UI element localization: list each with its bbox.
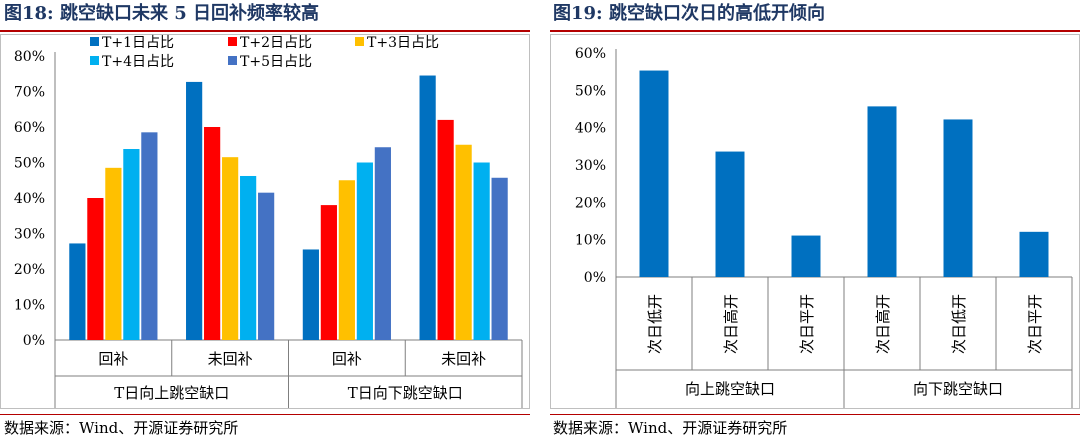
left-legend-swatch: [90, 56, 99, 65]
left-legend-item: T+4日占比: [90, 54, 174, 70]
right-bar: [1019, 231, 1049, 277]
left-bar: [105, 167, 122, 340]
left-bar: [258, 192, 275, 340]
left-legend-item: T+5日占比: [228, 54, 312, 70]
left-y-tick-label: 0%: [23, 333, 45, 349]
left-bar: [87, 198, 104, 340]
left-bar: [473, 162, 490, 340]
left-x-category-label: 回补: [98, 350, 128, 368]
right-y-tick-label: 0%: [584, 270, 606, 286]
left-source-rule: [0, 414, 530, 415]
left-bar: [123, 149, 140, 340]
right-y-tick-label: 30%: [575, 158, 606, 174]
left-legend-item: T+3日占比: [355, 35, 439, 51]
right-bar: [715, 151, 745, 277]
left-legend-label: T+1日占比: [102, 35, 174, 51]
left-x-category-label: 未回补: [441, 350, 486, 368]
left-y-tick-label: 60%: [14, 120, 45, 136]
left-y-tick-label: 80%: [14, 49, 45, 65]
left-legend-swatch: [90, 37, 99, 46]
left-legend-swatch: [355, 37, 364, 46]
left-legend-swatch: [228, 37, 237, 46]
right-x-group-label: 向上跳空缺口: [685, 380, 775, 398]
left-legend-swatch: [228, 56, 237, 65]
left-bar: [320, 205, 337, 340]
right-chart: 0% 10% 20% 30% 40% 50% 60% 次日低开 次日高开 次日平开 次日高开 次日低开…: [550, 34, 1080, 409]
left-legend: T+1日占比 T+2日占比 T+3日占比 T+4日占比 T+5日占比: [90, 35, 439, 70]
right-bar: [943, 119, 973, 277]
left-bar: [338, 180, 355, 340]
left-bar: [356, 162, 373, 340]
right-x-category-label: 次日高开: [874, 294, 892, 354]
left-bar: [69, 243, 86, 340]
left-x-group-label: T日向上跳空缺口: [114, 384, 229, 402]
left-chart: T+1日占比 T+2日占比 T+3日占比 T+4日占比 T+5日占比 0% 10% 20% 3…: [0, 34, 530, 409]
right-bar: [639, 70, 669, 277]
left-legend-label: T+5日占比: [240, 54, 312, 70]
right-x-group-label: 向下跳空缺口: [913, 380, 1003, 398]
right-x-category-label: 次日高开: [722, 294, 740, 354]
right-y-tick-label: 20%: [575, 195, 606, 211]
left-title-rule: [0, 30, 530, 32]
right-figure-title: 图19: 跳空缺口次日的高低开倾向: [553, 3, 825, 24]
left-source: 数据来源：Wind、开源证券研究所: [4, 419, 239, 437]
left-bar: [455, 144, 472, 340]
left-legend-item: T+1日占比: [90, 35, 174, 51]
left-y-tick-label: 70%: [14, 85, 45, 101]
right-x-category-label: 次日平开: [798, 294, 816, 354]
left-bar: [222, 157, 239, 340]
left-legend-label: T+4日占比: [102, 54, 174, 70]
left-bar: [204, 127, 221, 340]
left-bar: [437, 119, 454, 341]
right-x-category-label: 次日低开: [646, 294, 664, 354]
left-bar: [491, 177, 508, 340]
left-y-tick-label: 20%: [14, 262, 45, 278]
right-plot-frame: [550, 34, 1080, 409]
right-title-rule: [550, 30, 1080, 32]
left-legend-item: T+2日占比: [228, 35, 312, 51]
left-y-tick-label: 50%: [14, 156, 45, 172]
left-bar: [419, 75, 436, 341]
left-bar: [186, 81, 203, 340]
left-x-group-label: T日向下跳空缺口: [348, 384, 463, 402]
right-x-category-label: 次日低开: [950, 294, 968, 354]
left-x-category-label: 回补: [332, 350, 362, 368]
right-y-tick-label: 50%: [575, 83, 606, 99]
right-y-tick-label: 40%: [575, 121, 606, 137]
left-y-tick-label: 40%: [14, 191, 45, 207]
right-bar: [791, 235, 821, 277]
right-source: 数据来源：Wind、开源证券研究所: [553, 419, 788, 437]
left-figure-title: 图18: 跳空缺口未来 5 日回补频率较高: [4, 3, 320, 24]
left-bar: [240, 175, 257, 340]
left-x-category-label: 未回补: [208, 350, 253, 368]
right-x-category-label: 次日平开: [1026, 294, 1044, 354]
right-y-tick-label: 60%: [575, 46, 606, 62]
left-legend-label: T+2日占比: [240, 35, 312, 51]
right-bar: [867, 106, 897, 278]
left-bar: [141, 132, 158, 340]
right-y-tick-label: 10%: [575, 233, 606, 249]
left-bar: [302, 249, 319, 340]
left-y-tick-label: 10%: [14, 298, 45, 314]
left-y-tick-label: 30%: [14, 227, 45, 243]
left-bar: [374, 147, 391, 340]
right-source-rule: [550, 414, 1080, 415]
left-legend-label: T+3日占比: [367, 35, 439, 51]
